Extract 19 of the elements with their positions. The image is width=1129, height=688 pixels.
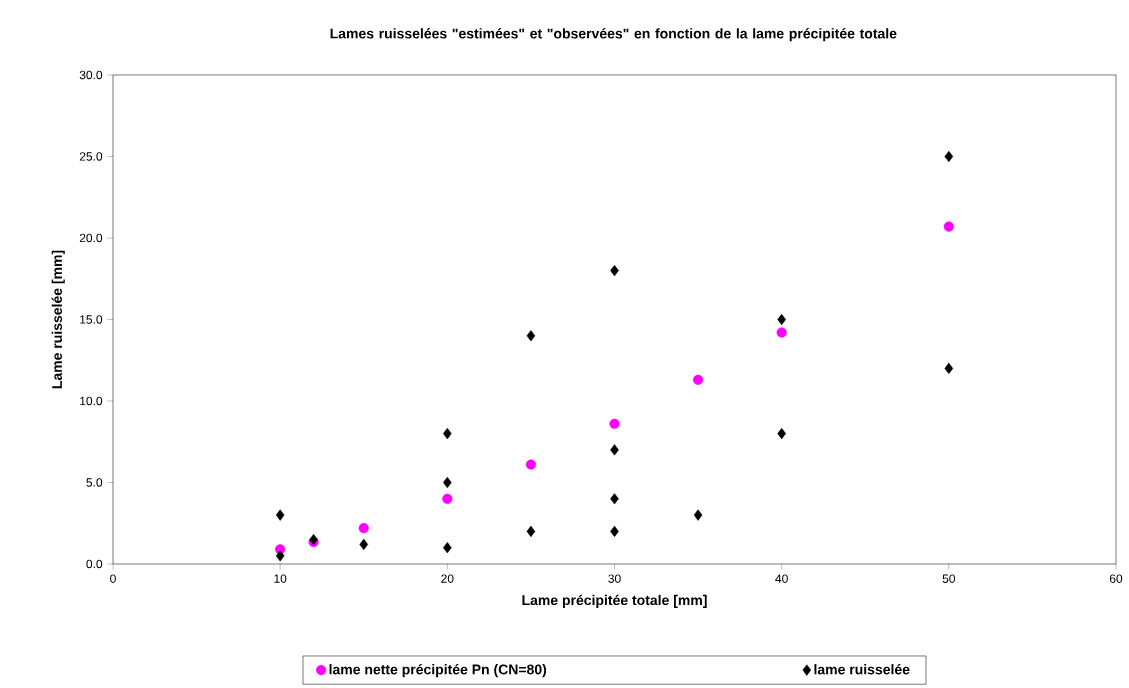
x-tick-label: 40 (775, 574, 788, 583)
x-tick-label: 0 (110, 574, 116, 583)
y-tick-label: 30.0 (79, 70, 103, 80)
y-tick-label: 20.0 (79, 233, 103, 243)
chart-title: Lames ruisselées "estimées" et "observées" en fonction de la lame précipitée totale (330, 28, 897, 42)
y-tick-label: 25.0 (79, 152, 103, 161)
x-tick-label: 30 (608, 574, 621, 583)
x-axis-title: Lame précipitée totale [mm] (522, 594, 707, 608)
y-axis-title: Lame ruisselée [mm] (51, 250, 65, 389)
y-tick-label: 15.0 (80, 315, 103, 324)
legend-label: lame nette précipitée Pn (CN=80) (329, 663, 547, 678)
x-tick-label: 10 (274, 574, 287, 583)
y-tick-label: 5.0 (86, 478, 103, 487)
x-tick-label: 20 (441, 574, 454, 583)
y-tick-label: 0.0 (86, 559, 103, 569)
x-tick-label: 50 (942, 574, 956, 583)
y-tick-label: 10.0 (80, 396, 103, 406)
legend-label: lame ruisselée (814, 663, 910, 675)
x-tick-label: 60 (1109, 574, 1123, 583)
